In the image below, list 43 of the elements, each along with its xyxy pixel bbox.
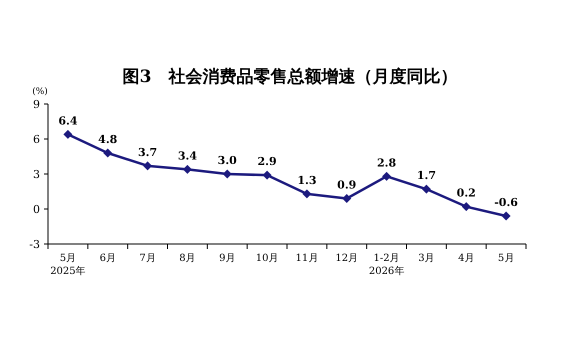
- y-tick-label: 3: [33, 168, 40, 181]
- y-tick-label: -3: [29, 238, 40, 251]
- y-tick-label: 9: [33, 98, 40, 111]
- data-label: 1.7: [416, 169, 436, 182]
- point: [462, 202, 471, 212]
- data-label: 6.4: [58, 114, 78, 128]
- y-tick-label: 6: [33, 133, 40, 146]
- data-label: 1.3: [297, 174, 316, 187]
- x-tick-label: 11月: [296, 253, 318, 264]
- point: [182, 164, 192, 174]
- data-label: -0.6: [494, 196, 518, 209]
- point: [382, 172, 392, 181]
- x-tick-label: 9月: [219, 253, 236, 264]
- point: [262, 170, 272, 180]
- point: [222, 170, 232, 178]
- data-label: 0.2: [456, 186, 476, 200]
- point: [302, 189, 312, 198]
- data-label: 0.9: [337, 178, 356, 192]
- data-label: 3.4: [178, 149, 198, 162]
- x-tick-label: 5月 2025年: [50, 253, 86, 277]
- point: [422, 184, 431, 194]
- point: [342, 194, 352, 203]
- x-tick-label: 1-2月 2026年: [368, 253, 404, 277]
- x-tick-label: 10月: [256, 253, 278, 264]
- data-label: 4.8: [98, 133, 118, 146]
- x-tick-label: 6月: [100, 253, 116, 264]
- data-label: 3.0: [218, 154, 238, 167]
- y-tick-label: 0: [33, 203, 40, 216]
- chart-title: 图3 社会消费品零售总额增速（月度同比）: [122, 67, 458, 87]
- x-tick-label: 12月: [335, 253, 358, 264]
- x-tick-label: 7月: [139, 253, 156, 264]
- y-axis-title: (%): [32, 87, 48, 97]
- data-label: 2.9: [258, 155, 277, 168]
- data-label: 2.8: [377, 156, 396, 170]
- point: [502, 212, 511, 220]
- data-label: 3.7: [138, 146, 158, 159]
- x-tick-label: 4月: [458, 253, 474, 264]
- point: [63, 130, 72, 139]
- x-tick-label: 8月: [179, 253, 196, 264]
- point: [103, 148, 112, 158]
- x-tick-label: 5月: [498, 253, 514, 264]
- point: [143, 161, 152, 170]
- x-tick-label: 3月: [418, 253, 435, 264]
